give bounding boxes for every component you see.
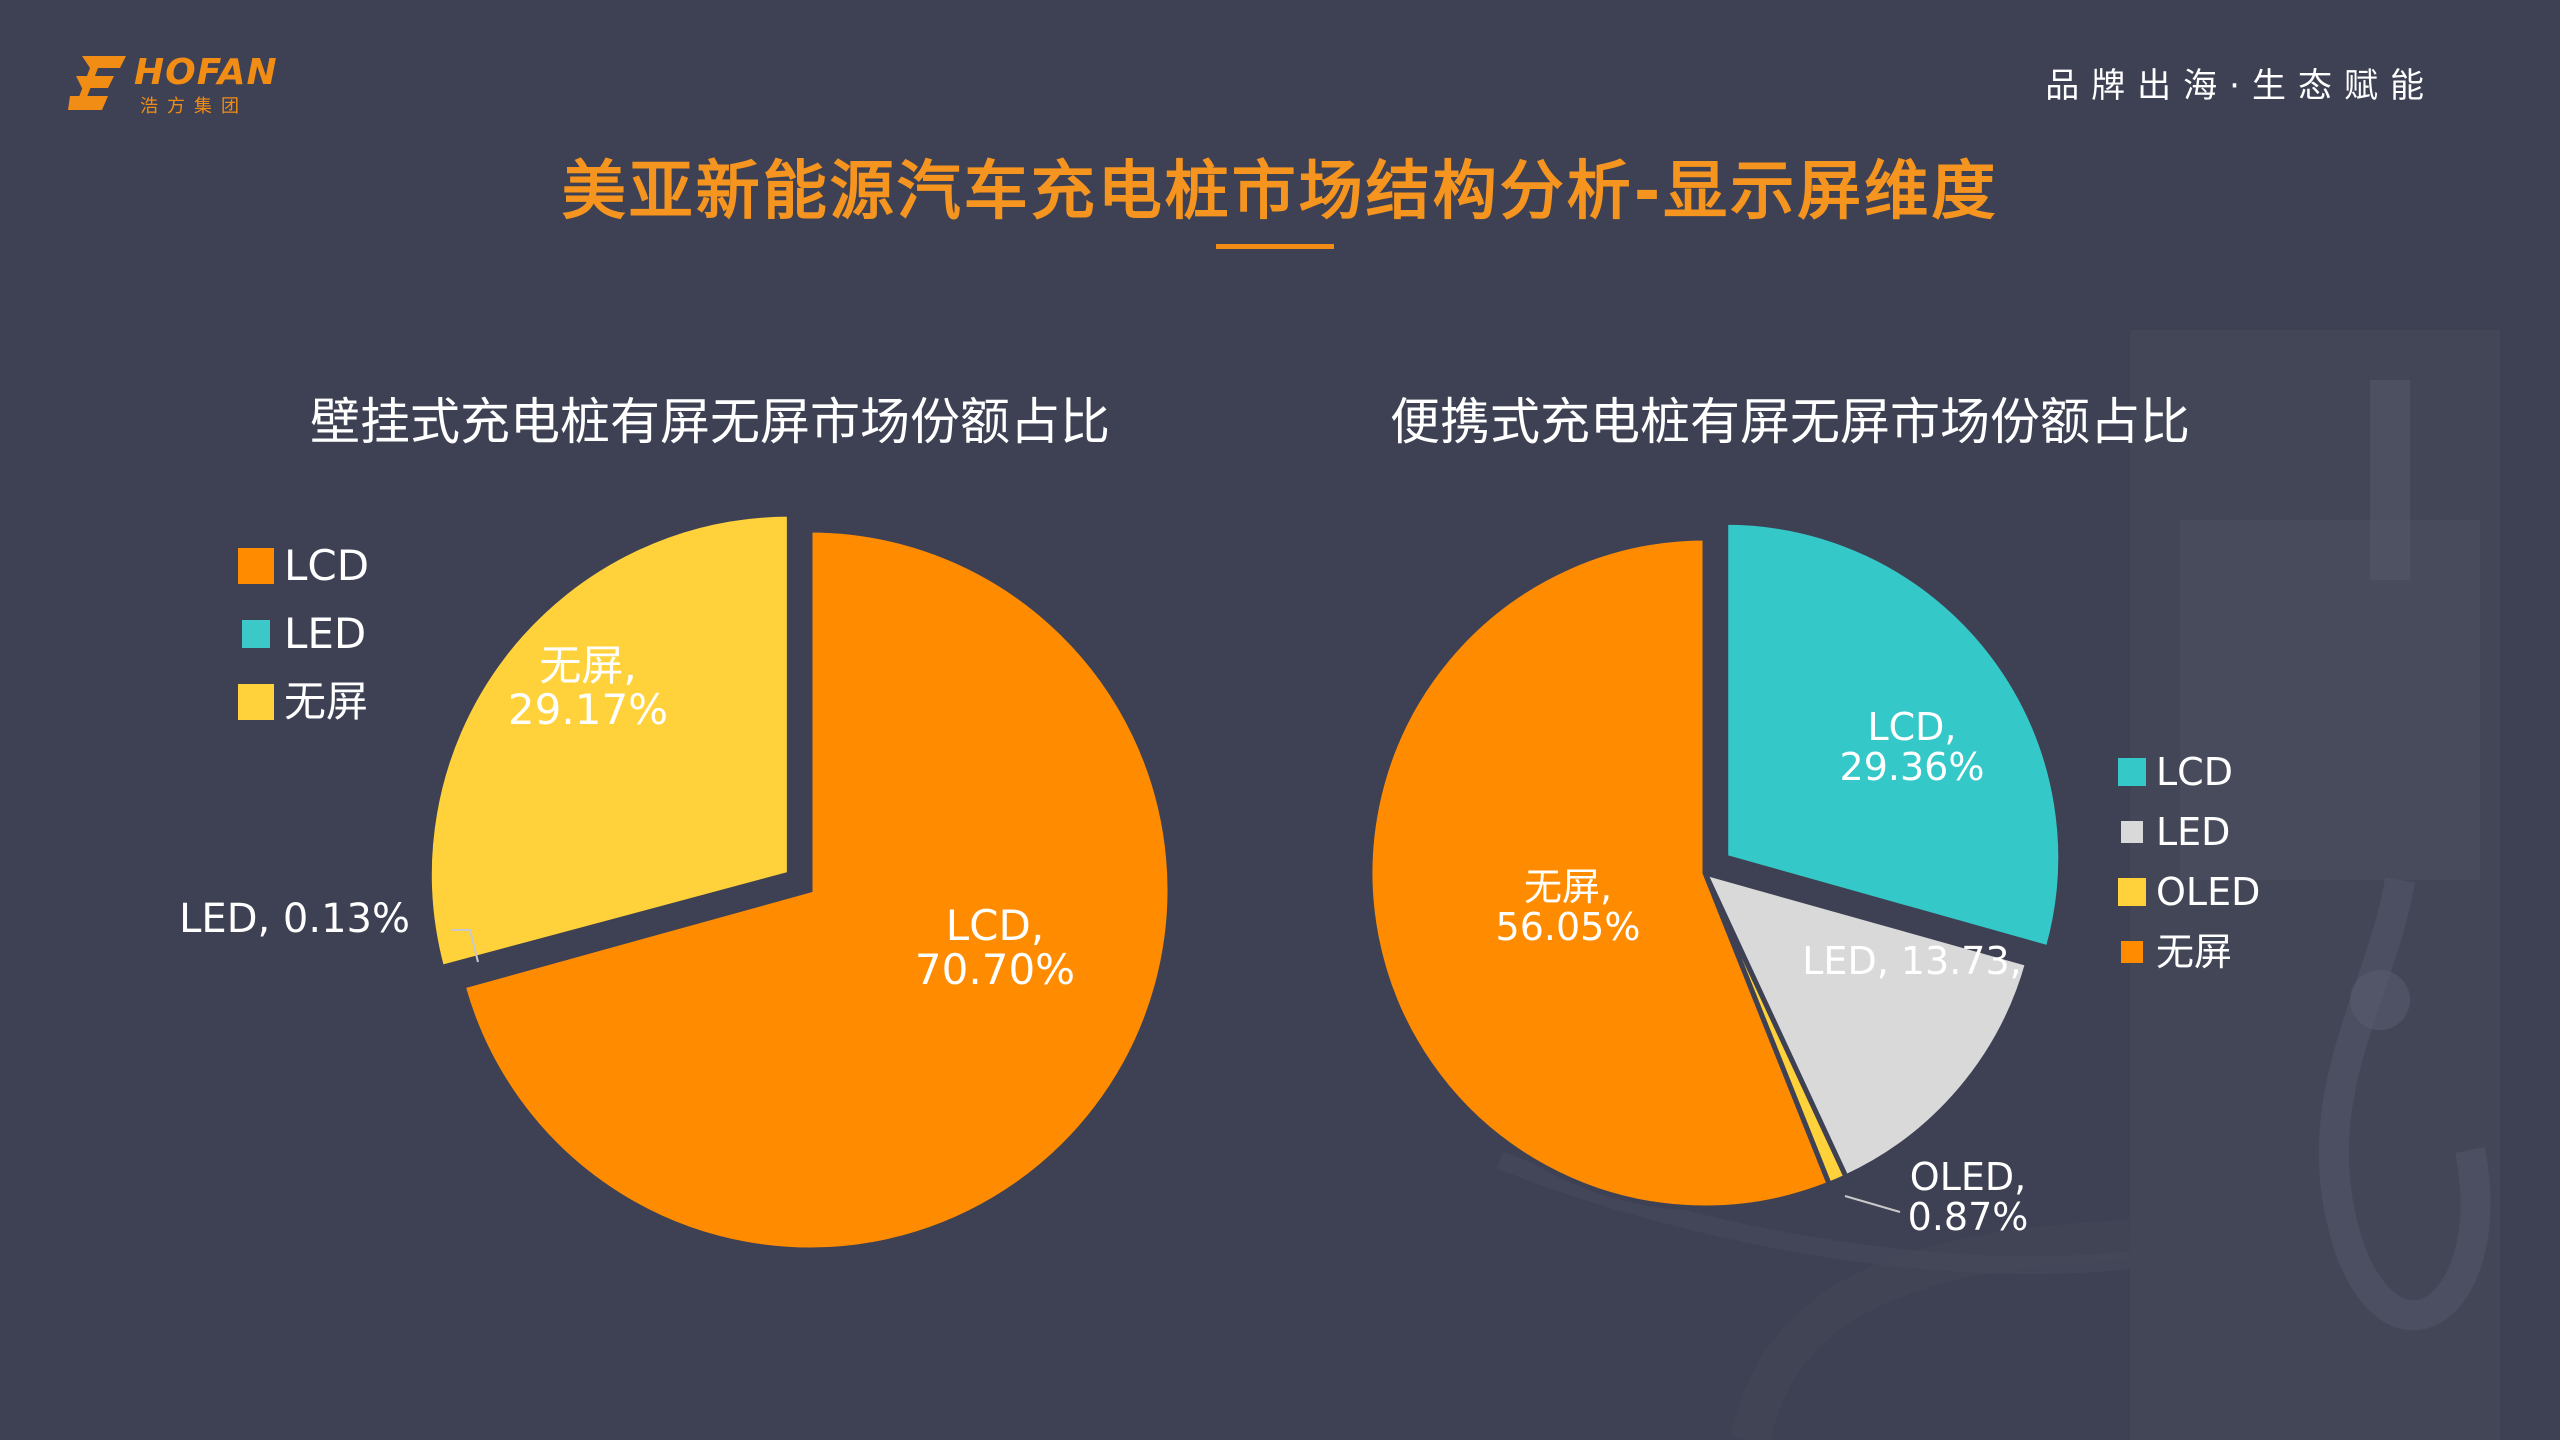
pie-slice-wall-led: [459, 887, 811, 990]
legend-label-no-screen: 无屏: [284, 677, 369, 726]
leader-line-led: [452, 929, 479, 963]
data-label-portable-lcd: LCD,: [1867, 705, 1956, 749]
chart-title-wall-mounted: 壁挂式充电桩有屏无屏市场份额占比: [310, 393, 1110, 451]
legend-label-no-screen: 无屏: [2156, 930, 2233, 974]
data-label-wall-no-screen: 无屏,: [539, 641, 636, 690]
data-label-portable-lcd: 29.36%: [1840, 745, 1985, 789]
hofan-logo-icon: [68, 56, 126, 110]
legend-swatch-no-screen: [238, 684, 274, 720]
pie-slice-portable-led: [1700, 869, 2031, 1181]
data-label-wall-led: LED, 0.13%: [179, 896, 410, 942]
page-title: 美亚新能源汽车充电桩市场结构分析-显示屏维度: [561, 155, 1999, 229]
legend-swatch-oled: [2118, 878, 2146, 906]
data-label-wall-lcd: 70.70%: [915, 945, 1075, 994]
brand-subname: 浩方集团: [140, 96, 248, 117]
legend-label-lcd: LCD: [284, 541, 370, 590]
pie-slice-portable-lcd: [1723, 519, 2064, 951]
legend-swatch-no-screen: [2121, 941, 2143, 963]
legend-label-oled: OLED: [2156, 870, 2261, 914]
title-underline: [1216, 244, 1334, 249]
legend-swatch-led: [2121, 821, 2143, 843]
data-label-portable-oled: 0.87%: [1908, 1195, 2029, 1239]
chart-title-portable: 便携式充电桩有屏无屏市场份额占比: [1390, 393, 2190, 451]
pie-slice-wall-lcd: [459, 527, 1173, 1253]
legend-label-led: LED: [284, 609, 367, 658]
slogan: 品牌出海·生态赋能: [2045, 66, 2436, 106]
data-label-portable-no-screen: 无屏,: [1524, 865, 1612, 909]
legend-swatch-lcd: [2118, 758, 2146, 786]
pie-slice-wall-no-screen: [426, 511, 792, 971]
brand-name: HOFAN: [134, 52, 278, 93]
data-label-portable-oled: OLED,: [1910, 1155, 2026, 1199]
legend-swatch-lcd: [238, 548, 274, 584]
data-label-portable-led: LED, 13.73,: [1802, 939, 2021, 983]
brand-logo: HOFAN 浩方集团: [68, 52, 288, 118]
data-label-portable-no-screen: 56.05%: [1496, 905, 1641, 949]
legend-label-lcd: LCD: [2156, 750, 2233, 794]
legend-label-led: LED: [2156, 810, 2231, 854]
data-label-wall-lcd: LCD,: [946, 901, 1044, 950]
data-label-wall-no-screen: 29.17%: [508, 685, 668, 734]
legend-swatch-led: [242, 620, 270, 648]
pie-slice-portable-no-screen: [1367, 535, 1833, 1211]
leader-line-oled: [1844, 1195, 1901, 1213]
